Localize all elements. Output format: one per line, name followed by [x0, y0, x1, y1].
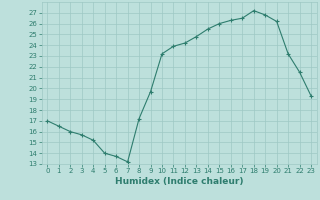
X-axis label: Humidex (Indice chaleur): Humidex (Indice chaleur) [115, 177, 244, 186]
